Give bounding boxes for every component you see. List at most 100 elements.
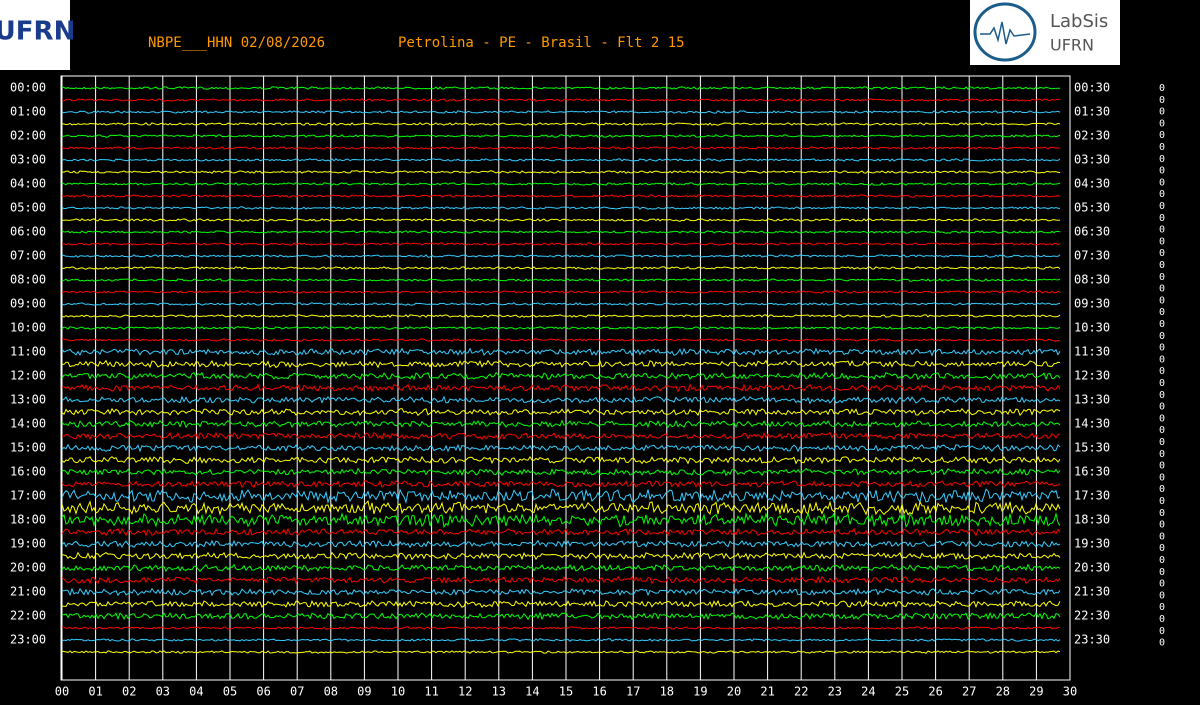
hour-label-left: 08:00 — [10, 273, 46, 287]
trace — [62, 218, 1061, 222]
count-label: 0 — [1159, 390, 1165, 401]
count-label: 0 — [1159, 567, 1165, 578]
trace — [61, 539, 1061, 549]
hour-label-left: 17:00 — [10, 489, 46, 503]
count-label: 0 — [1159, 166, 1165, 177]
minute-label: 07 — [290, 685, 304, 699]
trace — [62, 170, 1061, 174]
trace — [61, 626, 1061, 630]
trace — [61, 326, 1061, 330]
hour-label-right: 14:30 — [1074, 417, 1110, 431]
hour-label-left: 14:00 — [10, 417, 46, 431]
trace — [61, 146, 1061, 150]
hour-label-right: 05:30 — [1074, 201, 1110, 215]
hour-label-left: 15:00 — [10, 441, 46, 455]
count-label: 0 — [1159, 213, 1165, 224]
minute-label: 13 — [492, 685, 506, 699]
count-label: 0 — [1159, 248, 1165, 259]
minute-label: 17 — [626, 685, 640, 699]
trace — [61, 371, 1061, 381]
minute-label: 28 — [996, 685, 1010, 699]
count-label: 0 — [1159, 319, 1165, 330]
hour-label-right: 02:30 — [1074, 129, 1110, 143]
minute-label: 12 — [458, 685, 472, 699]
minute-label: 27 — [962, 685, 976, 699]
logo-right-bg — [970, 0, 1120, 65]
trace — [61, 611, 1061, 621]
minute-label: 19 — [693, 685, 707, 699]
trace — [61, 479, 1061, 489]
hour-label-right: 21:30 — [1074, 585, 1110, 599]
hour-label-right: 01:30 — [1074, 105, 1110, 119]
minute-label: 09 — [357, 685, 371, 699]
minute-label: 15 — [559, 685, 573, 699]
hour-label-left: 21:00 — [10, 585, 46, 599]
hour-label-left: 00:00 — [10, 81, 46, 95]
hour-label-right: 09:30 — [1074, 297, 1110, 311]
trace — [61, 599, 1061, 609]
minute-label: 23 — [828, 685, 842, 699]
count-label: 0 — [1159, 295, 1165, 306]
trace — [61, 455, 1061, 465]
hour-label-right: 22:30 — [1074, 609, 1110, 623]
hour-label-right: 08:30 — [1074, 273, 1110, 287]
hour-label-right: 17:30 — [1074, 489, 1110, 503]
trace — [61, 383, 1061, 393]
hour-label-left: 05:00 — [10, 201, 46, 215]
minute-label: 25 — [895, 685, 909, 699]
count-label: 0 — [1159, 638, 1165, 649]
logo-wave — [980, 21, 1031, 45]
hour-label-left: 07:00 — [10, 249, 46, 263]
count-label: 0 — [1159, 118, 1165, 129]
minute-label: 30 — [1063, 685, 1077, 699]
trace — [61, 488, 1061, 505]
trace — [61, 278, 1061, 282]
minute-label: 18 — [660, 685, 674, 699]
count-label: 0 — [1159, 472, 1165, 483]
hour-label-left: 09:00 — [10, 297, 46, 311]
hour-label-left: 23:00 — [10, 633, 46, 647]
count-label: 0 — [1159, 413, 1165, 424]
hour-label-right: 04:30 — [1074, 177, 1110, 191]
hour-label-left: 18:00 — [10, 513, 46, 527]
minute-label: 14 — [525, 685, 539, 699]
hour-label-right: 18:30 — [1074, 513, 1110, 527]
count-label: 0 — [1159, 260, 1165, 271]
count-label: 0 — [1159, 189, 1165, 200]
hour-label-right: 10:30 — [1074, 321, 1110, 335]
trace — [61, 443, 1061, 453]
hour-label-right: 13:30 — [1074, 393, 1110, 407]
count-label: 0 — [1159, 614, 1165, 625]
trace — [61, 431, 1061, 441]
count-label: 0 — [1159, 626, 1165, 637]
trace — [61, 266, 1061, 270]
count-label: 0 — [1159, 225, 1165, 236]
minute-label: 26 — [928, 685, 942, 699]
minute-label: 22 — [794, 685, 808, 699]
count-label: 0 — [1159, 378, 1165, 389]
trace — [61, 638, 1061, 642]
trace — [61, 650, 1061, 654]
hour-label-left: 06:00 — [10, 225, 46, 239]
hour-label-left: 10:00 — [10, 321, 46, 335]
count-label: 0 — [1159, 508, 1165, 519]
trace — [61, 359, 1061, 369]
minute-label: 10 — [391, 685, 405, 699]
hour-label-right: 20:30 — [1074, 561, 1110, 575]
minute-label: 20 — [727, 685, 741, 699]
hour-label-left: 19:00 — [10, 537, 46, 551]
count-label: 0 — [1159, 331, 1165, 342]
trace — [61, 206, 1061, 210]
trace — [61, 551, 1061, 561]
trace — [61, 511, 1061, 529]
hour-label-right: 00:30 — [1074, 81, 1110, 95]
logo-left-bg — [0, 0, 70, 70]
count-label: 0 — [1159, 307, 1165, 318]
count-label: 0 — [1159, 83, 1165, 94]
trace — [62, 587, 1061, 597]
hour-label-left: 22:00 — [10, 609, 46, 623]
station-title: NBPE___HHN 02/08/2026 — [148, 35, 325, 51]
logo-right-bottom: UFRN — [1050, 36, 1094, 55]
trace — [61, 98, 1061, 103]
count-label: 0 — [1159, 590, 1165, 601]
